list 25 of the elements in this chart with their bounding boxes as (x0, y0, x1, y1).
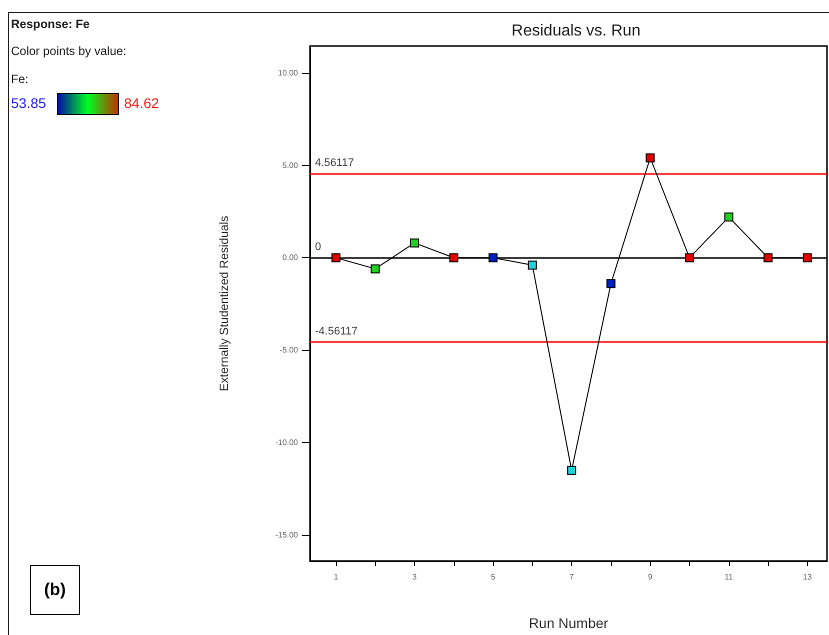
y-tick-label: -10.00 (275, 438, 299, 448)
text: 53.85 (11, 95, 46, 111)
text: Color points by value: (11, 44, 126, 58)
x-axis-title: Run Number (528, 615, 609, 631)
y-axis-title: Externally Studentized Residuals (217, 216, 231, 392)
text: Response: Fe (11, 17, 90, 31)
y-tick-label: 10.00 (278, 68, 299, 78)
x-tick-label: 11 (724, 572, 734, 582)
ref-line-label: 4.56117 (315, 156, 354, 169)
y-tick-label: -5.00 (280, 346, 299, 355)
color-bar-title: Fe: (11, 72, 28, 86)
y-tick-label: -15.00 (275, 530, 299, 540)
x-tick-label: 1 (334, 572, 339, 582)
text: 84.62 (124, 95, 160, 111)
x-tick-label: 9 (648, 572, 653, 582)
ref-line-label: 0 (315, 241, 322, 254)
x-tick-label: 3 (412, 572, 418, 582)
y-tick-label: 5.00 (282, 160, 299, 170)
chart-title: Residuals vs. Run (512, 22, 640, 40)
text: (b) (30, 565, 80, 615)
ref-line-label: -4.56117 (315, 326, 358, 338)
x-tick-label: 7 (569, 572, 574, 582)
x-tick-label: 13 (802, 572, 812, 582)
x-tick-label: 5 (490, 572, 496, 582)
y-tick-label: 0.00 (282, 253, 299, 262)
